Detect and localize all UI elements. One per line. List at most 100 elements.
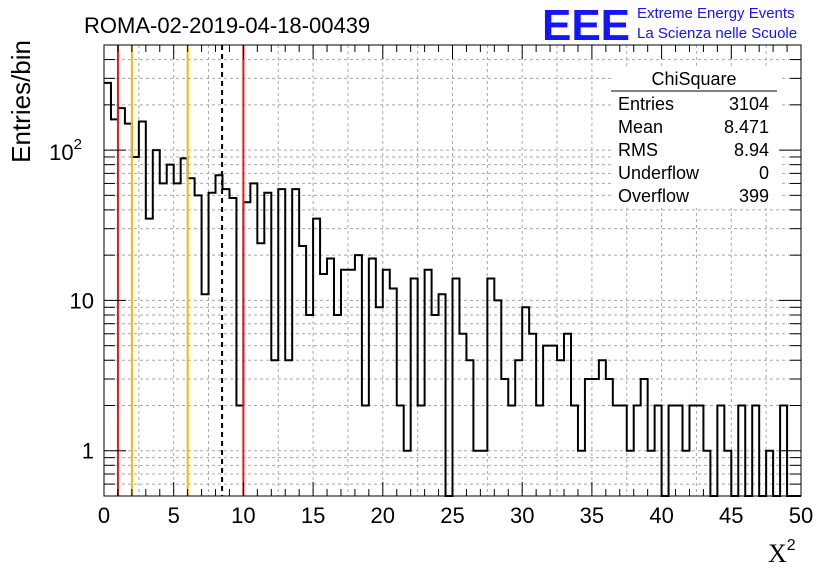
- histogram-bin: [501, 379, 508, 496]
- eee-logo-mark: EEE: [542, 1, 630, 50]
- histogram-bin: [466, 360, 473, 496]
- stats-value-mean: 8.471: [724, 117, 769, 137]
- histogram-bin: [306, 315, 313, 496]
- histogram-bin: [480, 451, 487, 496]
- histogram-bin: [195, 195, 202, 496]
- histogram-bin: [459, 334, 466, 496]
- histogram-bin: [522, 307, 529, 496]
- histogram-bin: [641, 379, 648, 496]
- histogram-bin: [703, 451, 710, 496]
- stats-row-underflow: Underflow 0: [618, 163, 769, 183]
- histogram-bin: [174, 183, 181, 496]
- histogram-bin: [404, 451, 411, 496]
- histogram-bin: [752, 405, 759, 496]
- histogram-bin: [209, 193, 216, 496]
- histogram-bin: [578, 451, 585, 496]
- histogram-bin: [689, 405, 696, 496]
- histogram-bin: [278, 189, 285, 496]
- histogram-bin: [390, 289, 397, 496]
- histogram-bin: [383, 270, 390, 496]
- histogram-bin: [341, 270, 348, 496]
- histogram-bin: [724, 451, 731, 496]
- y-tick-label: 102: [49, 136, 82, 165]
- histogram-bin: [355, 255, 362, 496]
- histogram-bin: [515, 360, 522, 496]
- histogram-bin: [655, 405, 662, 496]
- histogram-bin: [188, 178, 195, 496]
- histogram-bin: [139, 121, 146, 496]
- stats-label-underflow: Underflow: [618, 163, 700, 183]
- histogram-bin: [620, 405, 627, 496]
- stats-value-underflow: 0: [759, 163, 769, 183]
- histogram-bin: [285, 360, 292, 496]
- histogram-bin: [264, 193, 271, 496]
- histogram-bin: [181, 158, 188, 496]
- chart-title: ROMA-02-2019-04-18-00439: [84, 13, 370, 38]
- stats-row-rms: RMS 8.94: [618, 140, 769, 160]
- stats-row-entries: Entries 3104: [618, 94, 769, 114]
- histogram-bin: [132, 157, 139, 496]
- x-axis-label-base: X: [768, 539, 787, 568]
- y-tick-label: 10: [70, 288, 94, 313]
- eee-logo-line1: Extreme Energy Events: [637, 5, 795, 22]
- x-tick-label: 5: [168, 503, 180, 528]
- histogram-bin: [425, 270, 432, 496]
- histogram-bin: [536, 405, 543, 496]
- x-tick-label: 0: [98, 503, 110, 528]
- x-tick-label: 15: [301, 503, 325, 528]
- histogram-bin: [508, 405, 515, 496]
- x-tick-label: 30: [510, 503, 534, 528]
- histogram-bin: [550, 346, 557, 496]
- histogram-bin: [229, 198, 236, 496]
- stats-row-overflow: Overflow 399: [618, 186, 769, 206]
- histogram-bin: [397, 405, 404, 496]
- histogram-bin: [592, 379, 599, 496]
- stats-label-entries: Entries: [618, 94, 674, 114]
- histogram-bin: [627, 451, 634, 496]
- histogram-bin: [153, 150, 160, 496]
- histogram-bin: [327, 259, 334, 496]
- histogram-bin: [104, 83, 111, 496]
- histogram-outline: [104, 81, 801, 497]
- histogram-bin: [320, 274, 327, 496]
- histogram-bin: [487, 278, 494, 496]
- vertical-lines: [116, 45, 245, 496]
- histogram-bin: [362, 405, 369, 496]
- histogram-bin: [585, 379, 592, 496]
- histogram-bin: [494, 300, 501, 496]
- histogram-bin: [167, 165, 174, 496]
- histogram-bin: [738, 405, 745, 496]
- histogram-bin: [669, 405, 676, 496]
- histogram-bin: [411, 278, 418, 496]
- x-tick-label: 10: [231, 503, 255, 528]
- stats-label-overflow: Overflow: [618, 186, 690, 206]
- histogram-bin: [236, 405, 243, 496]
- histogram-bin: [613, 405, 620, 496]
- axes: 0 5 10 15 20 25 30 35 40 45 50 1 10 102: [49, 44, 813, 528]
- histogram-bin: [250, 183, 257, 496]
- histogram-bin: [564, 334, 571, 496]
- histogram-bin: [292, 189, 299, 496]
- y-tick-label: 1: [82, 439, 94, 464]
- histogram-bin: [683, 451, 690, 496]
- histogram-bin: [257, 243, 264, 496]
- histogram-bin: [222, 189, 229, 496]
- histogram-bin: [648, 451, 655, 496]
- stats-row-mean: Mean 8.471: [618, 117, 769, 137]
- eee-logo: EEE Extreme Energy Events La Scienza nel…: [542, 1, 797, 50]
- x-tick-label: 40: [649, 503, 673, 528]
- stats-label-rms: RMS: [618, 140, 658, 160]
- histogram-bin: [634, 405, 641, 496]
- histogram-bin: [676, 405, 683, 496]
- histogram-bin: [439, 294, 446, 496]
- histogram-bin: [160, 183, 167, 496]
- stats-value-rms: 8.94: [734, 140, 769, 160]
- eee-logo-line2: La Scienza nelle Scuole: [637, 25, 797, 42]
- histogram-bin: [473, 451, 480, 496]
- y-axis-label: Entries/bin: [6, 40, 36, 163]
- x-tick-label: 20: [371, 503, 395, 528]
- histogram-bin: [146, 219, 153, 496]
- histogram-bin: [696, 405, 703, 496]
